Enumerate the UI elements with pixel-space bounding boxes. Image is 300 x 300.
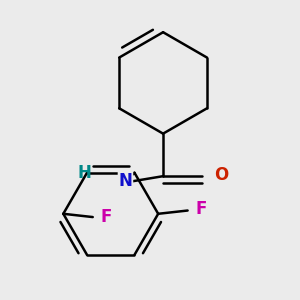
Text: F: F — [101, 208, 112, 226]
Text: N: N — [118, 172, 132, 190]
Text: F: F — [196, 200, 207, 218]
Text: H: H — [77, 164, 91, 182]
Text: O: O — [214, 166, 228, 184]
